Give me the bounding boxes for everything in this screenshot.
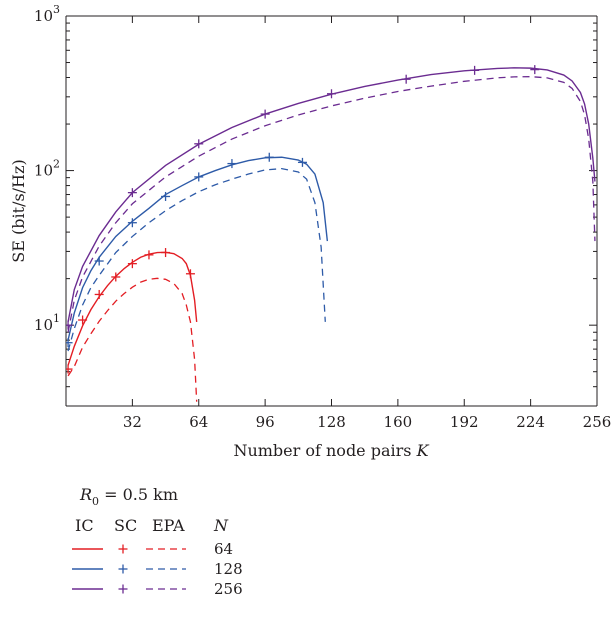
series-sc-n256-marker: [194, 139, 204, 149]
y-tick-exponent: 2: [53, 158, 60, 171]
annotation-symbol: R: [79, 485, 92, 504]
y-tick-base: 10: [34, 316, 53, 334]
legend-sc-marker: [118, 564, 128, 574]
series-sc-n128-marker: [94, 256, 104, 266]
legend: R0 = 0.5 km IC SC EPA N 64 128 256: [72, 485, 243, 598]
annotation-subscript: 0: [92, 495, 99, 508]
series-sc-n128-marker: [297, 157, 307, 167]
series-sc-n128-marker: [227, 159, 237, 169]
legend-header-ic: IC: [75, 516, 94, 535]
legend-header-sc: SC: [114, 516, 137, 535]
x-tick-label: 64: [189, 413, 208, 431]
y-tick-exponent: 3: [53, 3, 60, 16]
series-sc-n64-marker: [127, 259, 137, 269]
legend-header-epa: EPA: [152, 516, 185, 535]
series-sc-n128-marker: [194, 172, 204, 182]
x-tick-label: 32: [123, 413, 142, 431]
series-sc-n64-marker: [185, 269, 195, 279]
series-ic-n64: [67, 251, 198, 366]
legend-n-value: 64: [214, 540, 233, 558]
x-axis-label: Number of node pairs K: [233, 441, 429, 460]
series-epa-n128: [67, 167, 326, 352]
series-sc-n256-marker: [260, 109, 270, 119]
x-tick-label: 256: [583, 413, 612, 431]
x-tick-label: 224: [516, 413, 545, 431]
series-epa-n64: [67, 277, 198, 402]
legend-sc-marker: [118, 584, 128, 594]
legend-rows: 64 128 256: [72, 540, 243, 598]
x-tick-label: 192: [450, 413, 479, 431]
x-axis-label-var: K: [416, 441, 430, 460]
legend-annotation: R0 = 0.5 km: [79, 485, 178, 508]
series-sc-n64-marker: [111, 272, 121, 282]
y-tick-label: 102: [34, 158, 60, 180]
legend-header-n: N: [213, 516, 229, 535]
series-sc-n128-marker: [161, 191, 171, 201]
series-ic-n256: [67, 67, 596, 323]
series-sc-n64-marker: [161, 248, 171, 258]
series-sc-n256-marker: [66, 320, 73, 330]
series-sc-n64-marker: [144, 250, 154, 260]
y-tick-label: 101: [34, 312, 60, 334]
series-ic-n128: [67, 156, 329, 341]
series-sc-n64-marker: [94, 289, 104, 299]
series-sc-n64-marker: [78, 315, 88, 325]
y-tick-base: 10: [34, 7, 53, 25]
series-sc-n128-marker: [127, 218, 137, 228]
series-sc-n128-marker: [66, 338, 73, 348]
series-epa-n256: [67, 76, 596, 333]
series-sc-n128-marker: [264, 152, 274, 162]
series-sc-n256-marker: [127, 188, 137, 198]
legend-n-value: 256: [214, 580, 243, 598]
x-tick-label: 96: [256, 413, 275, 431]
series: [66, 65, 596, 402]
series-sc-n256-marker: [470, 65, 480, 75]
series-sc-n64-marker: [66, 364, 73, 374]
y-tick-exponent: 1: [53, 312, 60, 325]
legend-sc-marker: [118, 544, 128, 554]
annotation-text: = 0.5 km: [99, 485, 178, 504]
y-tick-base: 10: [34, 162, 53, 180]
series-sc-n256-marker: [327, 89, 336, 99]
y-axis-label: SE (bit/s/Hz): [9, 159, 28, 262]
x-tick-label: 160: [384, 413, 413, 431]
legend-n-value: 128: [214, 560, 243, 578]
series-sc-n256-marker: [401, 74, 411, 84]
series-sc-n256-marker: [530, 65, 540, 75]
y-tick-label: 103: [34, 3, 60, 25]
x-axis-label-text: Number of node pairs: [233, 441, 411, 460]
x-tick-label: 128: [317, 413, 346, 431]
